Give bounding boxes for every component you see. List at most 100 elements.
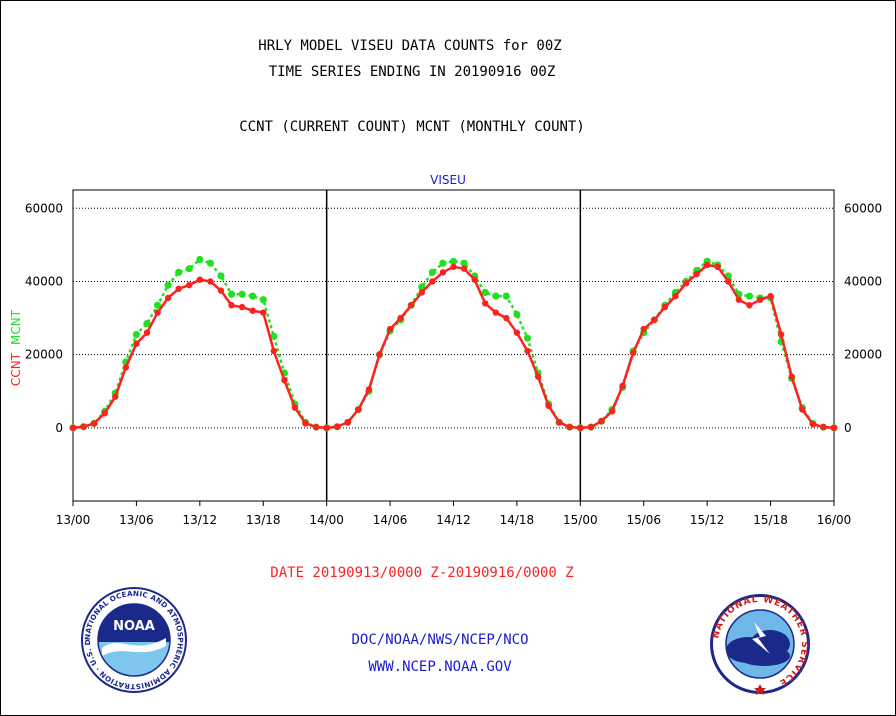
data-point-mcnt xyxy=(259,296,267,304)
x-tick-label: 13/12 xyxy=(183,513,218,527)
data-point-ccnt xyxy=(408,302,415,309)
org-label: DOC/NOAA/NWS/NCEP/NCO xyxy=(351,632,529,648)
data-point-ccnt xyxy=(809,420,817,428)
data-point-ccnt xyxy=(386,325,394,333)
data-point-ccnt xyxy=(788,373,795,380)
data-point-ccnt xyxy=(799,406,806,413)
data-point-ccnt xyxy=(545,402,552,410)
data-point-ccnt xyxy=(640,325,647,333)
data-point-ccnt xyxy=(291,404,299,411)
data-point-ccnt xyxy=(693,270,700,278)
y-axis-label: CCNT MCNT xyxy=(9,309,23,386)
nws-logo-icon: NATIONAL WEATHER SERVICE xyxy=(710,594,810,695)
data-point-ccnt xyxy=(735,296,743,303)
data-point-ccnt xyxy=(682,280,690,287)
data-point-ccnt xyxy=(80,423,87,430)
data-point-mcnt xyxy=(428,268,436,276)
data-point-ccnt xyxy=(112,393,119,400)
chart-title-line2: TIME SERIES ENDING IN 20190916 00Z xyxy=(268,64,556,80)
data-point-ccnt xyxy=(460,265,468,272)
data-point-mcnt xyxy=(502,292,510,300)
data-point-mcnt xyxy=(132,330,141,339)
data-point-ccnt xyxy=(122,364,130,371)
data-point-ccnt xyxy=(651,316,658,324)
data-point-ccnt xyxy=(513,329,521,336)
x-tick-label: 14/18 xyxy=(500,513,535,527)
data-point-ccnt xyxy=(830,424,838,432)
data-point-mcnt xyxy=(143,319,151,328)
x-tick-label: 16/00 xyxy=(817,513,852,527)
y-axis-label-ccnt: CCNT xyxy=(9,352,23,386)
data-point-ccnt xyxy=(619,382,626,389)
data-point-mcnt xyxy=(745,292,754,300)
data-point-mcnt xyxy=(270,332,278,340)
x-tick-label: 13/00 xyxy=(56,513,91,527)
data-point-ccnt xyxy=(355,406,362,413)
x-tick-label: 15/06 xyxy=(626,513,661,527)
data-point-ccnt xyxy=(672,292,679,300)
noaa-logo-icon: NATIONAL OCEANIC AND ATMOSPHERIC ADMINIS… xyxy=(80,586,187,693)
data-point-ccnt xyxy=(334,423,341,430)
y-tick-label-left: 60000 xyxy=(25,201,63,215)
date-range-label: DATE 20190913/0000 Z-20190916/0000 Z xyxy=(270,565,574,581)
data-point-ccnt xyxy=(323,424,330,432)
data-point-ccnt xyxy=(439,269,447,276)
data-point-ccnt xyxy=(450,263,457,271)
data-point-ccnt xyxy=(471,276,478,283)
data-point-mcnt xyxy=(523,334,532,342)
data-point-mcnt xyxy=(206,259,215,267)
data-point-ccnt xyxy=(587,423,595,431)
data-point-ccnt xyxy=(725,278,732,285)
data-point-mcnt xyxy=(449,257,458,265)
data-point-ccnt xyxy=(207,278,214,285)
data-point-ccnt xyxy=(238,303,246,311)
data-point-mcnt xyxy=(418,283,426,291)
data-point-ccnt xyxy=(756,296,764,303)
data-point-ccnt xyxy=(302,420,309,427)
data-point-ccnt xyxy=(69,424,77,432)
x-tick-label: 15/12 xyxy=(690,513,725,527)
website-link[interactable]: WWW.NCEP.NOAA.GOV xyxy=(368,659,512,675)
data-point-ccnt xyxy=(365,386,373,393)
y-tick-label-left: 0 xyxy=(55,421,63,435)
y-tick-label-right: 60000 xyxy=(844,201,882,215)
noaa-logo-text: NOAA xyxy=(113,619,155,634)
data-point-ccnt xyxy=(90,420,98,427)
data-point-ccnt xyxy=(281,377,288,384)
data-point-ccnt xyxy=(228,302,235,309)
data-point-ccnt xyxy=(344,419,352,426)
data-point-ccnt xyxy=(577,424,584,432)
data-point-ccnt xyxy=(429,278,436,285)
y-tick-label-left: 20000 xyxy=(25,348,63,362)
data-point-ccnt xyxy=(820,423,827,431)
data-point-ccnt xyxy=(608,408,616,415)
data-point-ccnt xyxy=(376,351,383,358)
data-point-ccnt xyxy=(566,423,573,431)
data-point-ccnt xyxy=(101,409,108,417)
data-point-mcnt xyxy=(217,272,225,280)
y-tick-label-right: 20000 xyxy=(844,348,882,362)
plot-area-frame xyxy=(72,189,835,502)
data-point-ccnt xyxy=(270,347,278,355)
data-point-ccnt xyxy=(555,419,563,426)
y-tick-label-right: 40000 xyxy=(844,274,882,288)
y-axis-label-mcnt: MCNT xyxy=(9,309,23,345)
data-point-ccnt xyxy=(661,303,669,311)
data-point-ccnt xyxy=(598,418,605,425)
y-tick-label-left: 40000 xyxy=(25,274,63,288)
data-point-mcnt xyxy=(196,255,204,264)
data-point-mcnt xyxy=(175,268,183,276)
data-point-ccnt xyxy=(143,329,151,336)
x-tick-label: 13/18 xyxy=(246,513,281,527)
data-point-ccnt xyxy=(186,281,193,289)
data-point-mcnt xyxy=(153,301,162,309)
data-point-mcnt xyxy=(513,310,521,318)
plot-title: VISEU xyxy=(430,173,466,187)
x-tick-label: 15/18 xyxy=(753,513,788,527)
data-point-ccnt xyxy=(175,285,182,292)
data-point-mcnt xyxy=(439,259,447,267)
x-tick-label: 15/00 xyxy=(563,513,598,527)
data-point-ccnt xyxy=(312,423,320,431)
data-point-mcnt xyxy=(481,288,489,297)
data-point-mcnt xyxy=(185,265,193,273)
